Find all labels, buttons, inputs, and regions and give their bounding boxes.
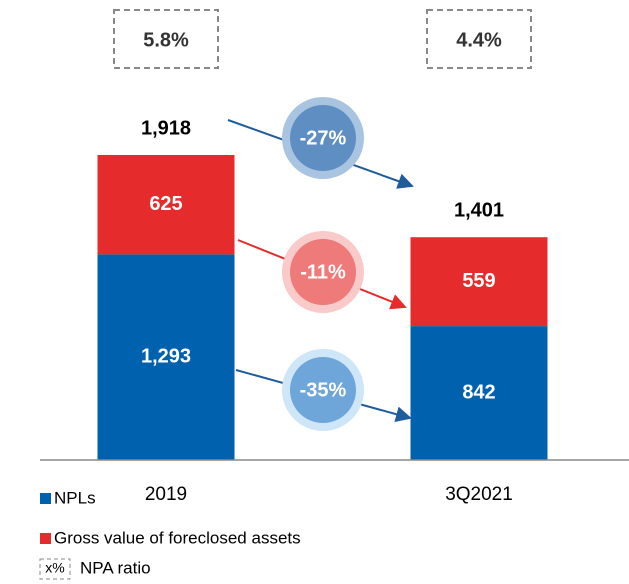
bar-segment [410, 237, 548, 327]
total-label: 1,918 [141, 117, 191, 139]
legend-npa-symbol: x% [45, 560, 64, 576]
change-circle [290, 105, 356, 171]
legend-label: NPLs [54, 488, 96, 507]
change-label: -35% [300, 379, 347, 401]
legend-swatch [40, 493, 51, 504]
change-circle [290, 239, 356, 305]
legend-label: NPA ratio [80, 558, 151, 577]
npa-box [113, 9, 219, 69]
bar-segment [97, 254, 235, 460]
change-label: -11% [300, 261, 346, 283]
data-label: 559 [462, 270, 495, 292]
change-label: -27% [300, 127, 347, 149]
npa-label: 5.8% [143, 29, 189, 51]
total-label: 1,401 [454, 199, 504, 221]
x-tick-label: 3Q2021 [445, 484, 513, 505]
bar-segment [410, 326, 548, 460]
data-label: 842 [462, 381, 495, 403]
legend-label: Gross value of foreclosed assets [54, 528, 301, 547]
x-tick-label: 2019 [145, 484, 187, 505]
bar-segment [97, 155, 235, 255]
data-label: 625 [149, 193, 182, 215]
npa-box [426, 9, 532, 69]
data-label: 1,293 [141, 345, 191, 367]
npa-label: 4.4% [456, 29, 502, 51]
change-circle [290, 357, 356, 423]
legend-npa-box [39, 558, 71, 580]
legend-swatch [40, 533, 51, 544]
